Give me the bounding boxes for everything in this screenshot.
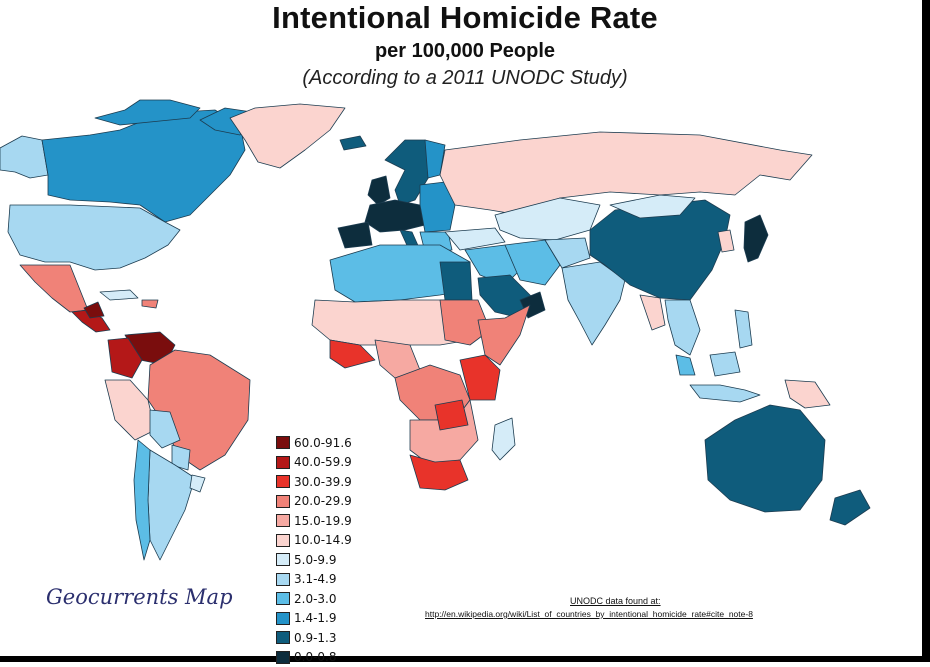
legend-label: 10.0-14.9 bbox=[294, 533, 352, 547]
region-australia bbox=[705, 405, 825, 512]
world-map bbox=[0, 95, 922, 565]
map-note: (According to a 2011 UNODC Study) bbox=[0, 67, 930, 90]
legend-item: 5.0-9.9 bbox=[276, 550, 352, 570]
legend-swatch bbox=[276, 573, 290, 586]
legend-swatch bbox=[276, 456, 290, 469]
legend-item: 3.1-4.9 bbox=[276, 570, 352, 590]
legend-swatch bbox=[276, 592, 290, 605]
legend-item: 15.0-19.9 bbox=[276, 511, 352, 531]
region-mexico bbox=[20, 265, 88, 312]
legend-label: 60.0-91.6 bbox=[294, 436, 352, 450]
region-malaysia bbox=[676, 355, 695, 375]
region-madagascar bbox=[492, 418, 515, 460]
legend-item: 0.0-0.8 bbox=[276, 648, 352, 667]
legend-item: 10.0-14.9 bbox=[276, 531, 352, 551]
legend-label: 20.0-29.9 bbox=[294, 494, 352, 508]
legend-swatch bbox=[276, 553, 290, 566]
region-europe-west bbox=[365, 200, 425, 232]
region-brazil bbox=[148, 350, 250, 470]
source-link[interactable]: http://en.wikipedia.org/wiki/List_of_cou… bbox=[425, 609, 753, 619]
region-japan bbox=[744, 215, 768, 262]
region-chile bbox=[134, 440, 150, 560]
region-cuba bbox=[100, 290, 138, 300]
legend-swatch bbox=[276, 534, 290, 547]
region-uk bbox=[368, 176, 390, 205]
map-title: Intentional Homicide Rate bbox=[0, 0, 930, 36]
region-egypt bbox=[440, 262, 472, 300]
legend-label: 0.0-0.8 bbox=[294, 650, 337, 664]
region-greenland bbox=[230, 104, 345, 168]
legend-item: 20.0-29.9 bbox=[276, 492, 352, 512]
region-myanmar bbox=[640, 295, 665, 330]
region-zambia bbox=[435, 400, 468, 430]
legend-swatch bbox=[276, 612, 290, 625]
legend-item: 0.9-1.3 bbox=[276, 628, 352, 648]
source-title[interactable]: UNODC data found at: bbox=[570, 596, 661, 606]
legend-label: 1.4-1.9 bbox=[294, 611, 337, 625]
legend-swatch bbox=[276, 495, 290, 508]
region-iceland bbox=[340, 136, 366, 150]
frame-border-right bbox=[922, 0, 930, 662]
legend-swatch bbox=[276, 475, 290, 488]
region-uruguay bbox=[190, 475, 205, 492]
region-borneo bbox=[710, 352, 740, 376]
region-alaska bbox=[0, 136, 48, 178]
region-indonesia bbox=[690, 385, 760, 402]
region-indochina bbox=[665, 300, 700, 355]
legend-label: 15.0-19.9 bbox=[294, 514, 352, 528]
legend-item: 40.0-59.9 bbox=[276, 453, 352, 473]
legend-label: 40.0-59.9 bbox=[294, 455, 352, 469]
legend-item: 60.0-91.6 bbox=[276, 433, 352, 453]
region-philippines bbox=[735, 310, 752, 348]
legend-label: 0.9-1.3 bbox=[294, 631, 337, 645]
legend-swatch bbox=[276, 631, 290, 644]
legend-label: 2.0-3.0 bbox=[294, 592, 337, 606]
legend-label: 3.1-4.9 bbox=[294, 572, 337, 586]
region-hispaniola bbox=[142, 300, 158, 308]
map-subtitle: per 100,000 People bbox=[0, 40, 930, 63]
brand-label: Geocurrents Map bbox=[46, 585, 233, 609]
legend-label: 30.0-39.9 bbox=[294, 475, 352, 489]
legend-label: 5.0-9.9 bbox=[294, 553, 337, 567]
region-peru bbox=[105, 380, 155, 440]
legend-item: 2.0-3.0 bbox=[276, 589, 352, 609]
frame-border-bottom bbox=[0, 656, 930, 662]
region-iberia bbox=[338, 222, 372, 248]
legend-swatch bbox=[276, 514, 290, 527]
region-png bbox=[785, 380, 830, 408]
region-india bbox=[562, 262, 625, 345]
region-new-zealand bbox=[830, 490, 870, 525]
legend: 60.0-91.6 40.0-59.9 30.0-39.9 20.0-29.9 … bbox=[276, 433, 352, 667]
legend-item: 1.4-1.9 bbox=[276, 609, 352, 629]
legend-item: 30.0-39.9 bbox=[276, 472, 352, 492]
legend-swatch bbox=[276, 436, 290, 449]
